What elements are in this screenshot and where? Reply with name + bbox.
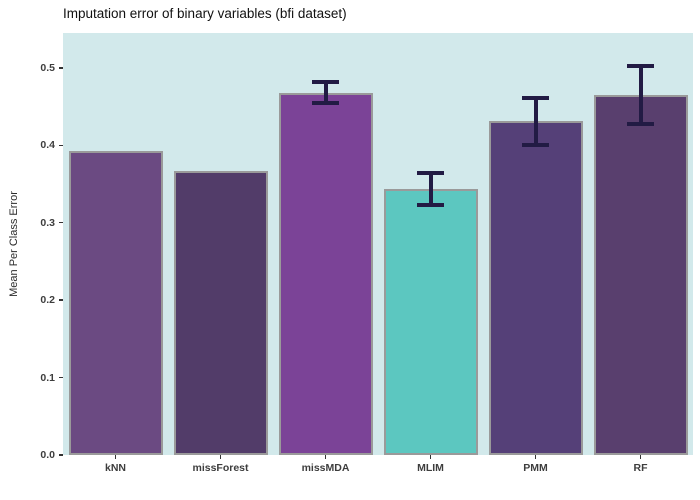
y-tick-mark bbox=[59, 221, 63, 224]
y-tick-label: 0.5 bbox=[40, 61, 55, 74]
x-tick-mark bbox=[219, 455, 222, 459]
error-bar-cap bbox=[522, 143, 549, 148]
bar-missForest bbox=[173, 170, 268, 455]
y-tick-mark bbox=[59, 376, 63, 379]
x-tick-mark bbox=[429, 455, 432, 459]
y-tick-mark bbox=[59, 67, 63, 69]
x-tick-label: PMM bbox=[523, 462, 548, 474]
bar-RF bbox=[593, 94, 688, 455]
bar-kNN bbox=[68, 151, 163, 455]
error-bar-cap bbox=[417, 202, 444, 207]
x-tick-label: missForest bbox=[192, 462, 249, 474]
x-tick-mark bbox=[114, 455, 117, 459]
error-bar-PMM bbox=[533, 98, 538, 146]
y-tick-mark bbox=[59, 454, 63, 456]
y-tick-mark bbox=[59, 144, 63, 147]
error-bar-cap bbox=[522, 96, 549, 101]
x-tick-label: MLIM bbox=[417, 462, 444, 474]
y-tick-label: 0.3 bbox=[40, 216, 55, 229]
x-tick-mark bbox=[324, 455, 327, 459]
x-tick-mark bbox=[534, 455, 537, 459]
error-bar-cap bbox=[417, 171, 444, 176]
error-bar-missMDA bbox=[323, 81, 328, 103]
x-tick-label: RF bbox=[633, 462, 648, 474]
bar-PMM bbox=[488, 121, 583, 455]
y-axis-title: Mean Per Class Error bbox=[8, 191, 20, 297]
error-bar-cap bbox=[627, 64, 654, 69]
error-bar-cap bbox=[627, 121, 654, 126]
y-tick-label: 0.1 bbox=[40, 371, 55, 384]
error-bar-cap bbox=[312, 100, 339, 105]
y-tick-label: 0.0 bbox=[40, 449, 55, 461]
y-tick-label: 0.2 bbox=[40, 294, 55, 307]
bar-missMDA bbox=[278, 92, 373, 455]
x-tick-mark bbox=[639, 455, 642, 459]
x-tick-label: kNN bbox=[104, 462, 126, 474]
plot-area bbox=[63, 33, 693, 455]
error-bar-cap bbox=[312, 79, 339, 84]
y-tick-label: 0.4 bbox=[40, 139, 55, 152]
x-tick-label: missMDA bbox=[301, 462, 350, 474]
y-tick-mark bbox=[59, 299, 63, 301]
bar-MLIM bbox=[383, 189, 478, 455]
error-bar-RF bbox=[638, 66, 643, 124]
error-bar-MLIM bbox=[428, 173, 433, 205]
chart-title: Imputation error of binary variables (bf… bbox=[63, 6, 347, 21]
